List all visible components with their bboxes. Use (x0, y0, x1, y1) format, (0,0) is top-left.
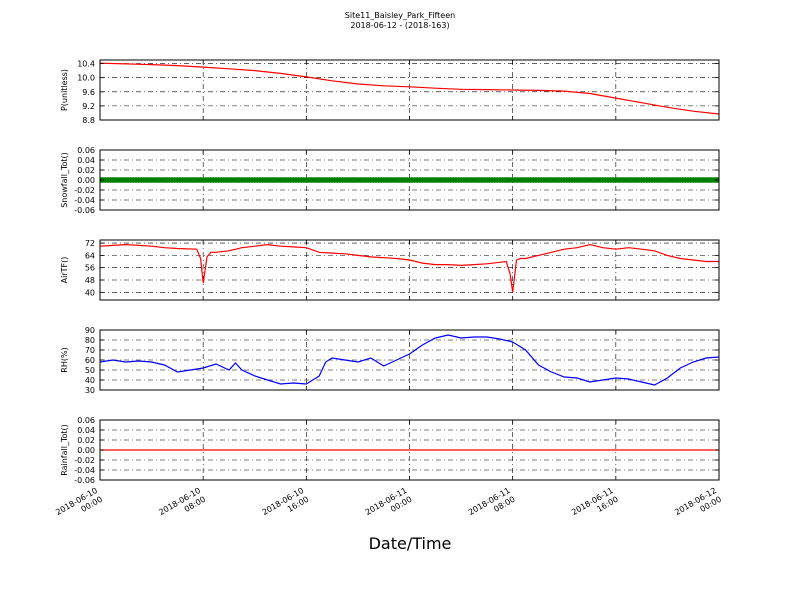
y-tick-label: 9.6 (82, 88, 95, 97)
y-tick-label: 50 (85, 366, 95, 375)
y-tick-label: 30 (85, 386, 95, 395)
y-tick-label: 10.0 (77, 74, 95, 83)
figure-title: Site11_Baisley_Park_Fifteen (344, 11, 456, 20)
panel-snow: -0.06-0.04-0.020.000.020.040.06 Snowfall_… (60, 146, 720, 215)
y-tick-label: 40 (85, 288, 95, 297)
y-tick-label: -0.04 (74, 466, 95, 475)
y-axis-label: P(unitless) (60, 69, 69, 111)
y-tick-label: -0.02 (74, 186, 95, 195)
y-tick-label: 40 (85, 376, 95, 385)
y-axis-label: AirTF() (60, 257, 69, 284)
y-tick-label: -0.06 (74, 206, 95, 215)
panel-air: 40 48 56 64 72 AirTF() (60, 239, 720, 301)
y-tick-label: 0.02 (77, 166, 95, 175)
y-tick-label: 64 (85, 251, 95, 260)
y-tick-label: 80 (85, 336, 95, 345)
y-tick-label: 56 (85, 264, 95, 273)
series-line-air (100, 243, 719, 293)
panel-p: 8.8 9.2 9.6 10.0 10.4 P(unitless) (60, 59, 720, 125)
y-tick-label: 0.06 (77, 416, 95, 425)
y-tick-label: 72 (85, 239, 95, 248)
y-axis-label: Rainfall_Tot() (60, 424, 69, 476)
y-tick-label: -0.02 (74, 456, 95, 465)
panel-rain: -0.06-0.04-0.020.000.020.040.06 Rainfall_… (60, 416, 720, 485)
y-tick-label: 0.04 (77, 156, 95, 165)
y-tick-label: 0.04 (77, 426, 95, 435)
y-tick-label: 10.4 (77, 60, 95, 69)
y-tick-label: 0.02 (77, 436, 95, 445)
y-axis-label: RH(%) (60, 347, 69, 372)
y-tick-label: 9.2 (82, 102, 95, 111)
y-tick-label: -0.04 (74, 196, 95, 205)
y-tick-label: 0.06 (77, 146, 95, 155)
y-tick-label: -0.06 (74, 476, 95, 485)
x-axis-label: Date/Time (368, 534, 452, 553)
y-tick-label: 48 (85, 276, 95, 285)
y-tick-label: 70 (85, 346, 95, 355)
y-tick-label: 8.8 (82, 116, 95, 125)
y-axis-label: Snowfall_Tot() (60, 152, 69, 208)
y-tick-label: 0.00 (77, 176, 95, 185)
y-tick-label: 60 (85, 356, 95, 365)
series-line-rh (100, 334, 719, 386)
y-tick-label: 0.00 (77, 446, 95, 455)
figure-subtitle: 2018-06-12 - (2018-163) (350, 21, 450, 30)
series-line-p (100, 62, 719, 115)
y-tick-label: 90 (85, 326, 95, 335)
